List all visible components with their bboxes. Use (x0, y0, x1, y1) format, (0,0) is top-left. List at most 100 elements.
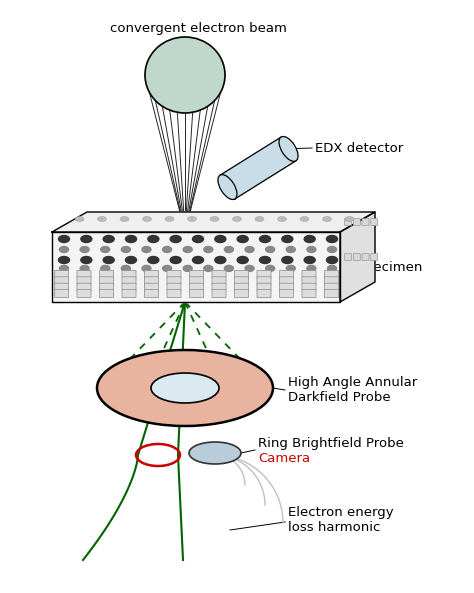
FancyBboxPatch shape (190, 277, 203, 285)
FancyBboxPatch shape (100, 289, 113, 298)
FancyBboxPatch shape (257, 283, 271, 291)
Ellipse shape (75, 216, 84, 222)
FancyBboxPatch shape (145, 283, 158, 291)
Ellipse shape (143, 216, 152, 222)
FancyBboxPatch shape (77, 289, 91, 298)
Ellipse shape (245, 247, 254, 253)
Ellipse shape (142, 247, 151, 253)
FancyBboxPatch shape (122, 289, 136, 298)
Ellipse shape (259, 257, 271, 263)
FancyBboxPatch shape (353, 218, 360, 225)
Ellipse shape (189, 442, 241, 464)
FancyBboxPatch shape (302, 270, 316, 278)
Ellipse shape (183, 266, 192, 272)
Ellipse shape (126, 257, 137, 263)
FancyBboxPatch shape (212, 277, 226, 285)
FancyBboxPatch shape (302, 289, 316, 298)
Ellipse shape (304, 257, 315, 263)
Ellipse shape (163, 266, 172, 272)
FancyBboxPatch shape (257, 289, 271, 298)
FancyBboxPatch shape (55, 270, 69, 278)
Ellipse shape (60, 266, 69, 272)
FancyBboxPatch shape (145, 270, 158, 278)
FancyBboxPatch shape (212, 270, 226, 278)
Ellipse shape (80, 266, 89, 272)
FancyBboxPatch shape (302, 283, 316, 291)
FancyBboxPatch shape (235, 283, 248, 291)
Polygon shape (340, 212, 375, 302)
FancyBboxPatch shape (325, 289, 338, 298)
Ellipse shape (345, 216, 354, 222)
Ellipse shape (80, 247, 89, 253)
Ellipse shape (120, 216, 129, 222)
FancyBboxPatch shape (55, 277, 69, 285)
FancyBboxPatch shape (190, 283, 203, 291)
Ellipse shape (121, 247, 130, 253)
Ellipse shape (224, 266, 233, 272)
Ellipse shape (279, 136, 298, 161)
FancyBboxPatch shape (371, 218, 378, 225)
Ellipse shape (101, 247, 109, 253)
Ellipse shape (215, 257, 226, 263)
Ellipse shape (255, 216, 264, 222)
Ellipse shape (282, 257, 293, 263)
FancyBboxPatch shape (325, 277, 338, 285)
FancyBboxPatch shape (167, 283, 181, 291)
FancyBboxPatch shape (280, 289, 293, 298)
Ellipse shape (192, 235, 203, 243)
Ellipse shape (163, 247, 172, 253)
Text: Electron energy
loss harmonic: Electron energy loss harmonic (288, 506, 393, 534)
FancyBboxPatch shape (371, 253, 378, 260)
Ellipse shape (81, 257, 92, 263)
Ellipse shape (307, 266, 316, 272)
FancyBboxPatch shape (100, 277, 113, 285)
FancyBboxPatch shape (212, 289, 226, 298)
FancyBboxPatch shape (235, 277, 248, 285)
FancyBboxPatch shape (362, 218, 369, 225)
Ellipse shape (165, 216, 174, 222)
Ellipse shape (103, 257, 114, 263)
Ellipse shape (218, 174, 237, 199)
FancyBboxPatch shape (345, 253, 352, 260)
Ellipse shape (170, 257, 181, 263)
Ellipse shape (204, 266, 213, 272)
Ellipse shape (322, 216, 331, 222)
FancyBboxPatch shape (280, 270, 293, 278)
FancyBboxPatch shape (77, 277, 91, 285)
FancyBboxPatch shape (257, 270, 271, 278)
Ellipse shape (277, 216, 286, 222)
Ellipse shape (121, 266, 130, 272)
FancyBboxPatch shape (77, 270, 91, 278)
Ellipse shape (245, 266, 254, 272)
Ellipse shape (210, 216, 219, 222)
Ellipse shape (327, 257, 337, 263)
FancyBboxPatch shape (280, 277, 293, 285)
FancyBboxPatch shape (212, 283, 226, 291)
Ellipse shape (237, 235, 248, 243)
Ellipse shape (282, 235, 293, 243)
Ellipse shape (233, 216, 241, 222)
FancyBboxPatch shape (122, 283, 136, 291)
Ellipse shape (126, 235, 137, 243)
FancyBboxPatch shape (167, 270, 181, 278)
Ellipse shape (286, 247, 295, 253)
FancyBboxPatch shape (100, 270, 113, 278)
FancyBboxPatch shape (167, 289, 181, 298)
Ellipse shape (237, 257, 248, 263)
Ellipse shape (60, 247, 69, 253)
Polygon shape (220, 137, 296, 199)
Ellipse shape (265, 247, 274, 253)
Polygon shape (52, 232, 340, 302)
Ellipse shape (148, 257, 159, 263)
FancyBboxPatch shape (235, 289, 248, 298)
FancyBboxPatch shape (55, 283, 69, 291)
FancyBboxPatch shape (122, 277, 136, 285)
FancyBboxPatch shape (353, 253, 360, 260)
FancyBboxPatch shape (145, 289, 158, 298)
Ellipse shape (170, 235, 181, 243)
Ellipse shape (192, 257, 203, 263)
Ellipse shape (103, 235, 114, 243)
Ellipse shape (151, 373, 219, 403)
FancyBboxPatch shape (100, 283, 113, 291)
FancyBboxPatch shape (167, 277, 181, 285)
